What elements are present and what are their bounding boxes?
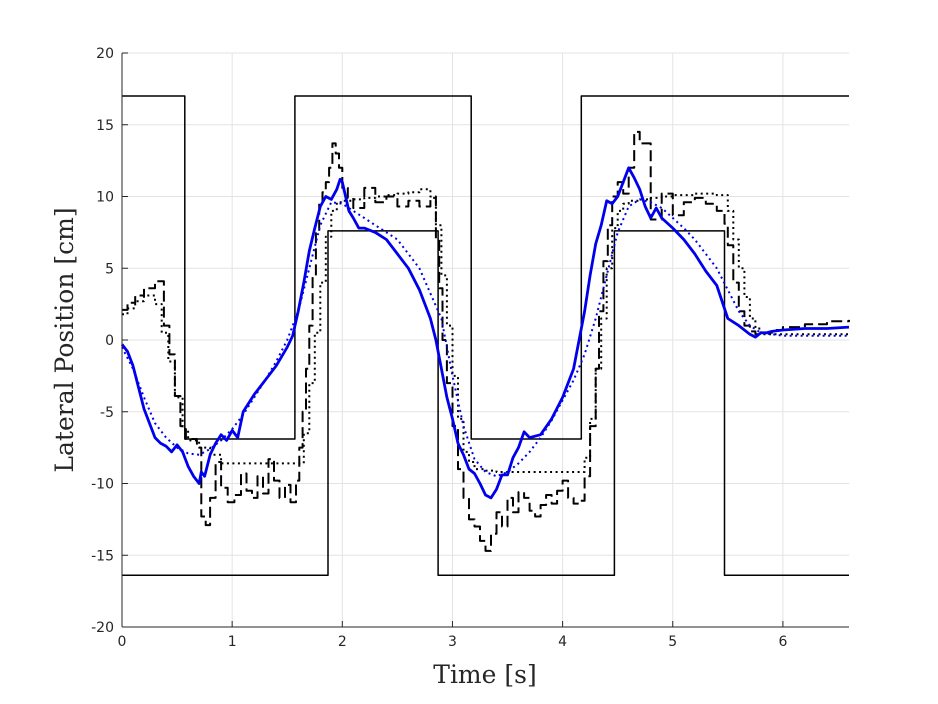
y-tick-label: 20 [96,46,114,62]
y-tick-label: 10 [96,190,114,206]
y-axis-title: Lateral Position [cm] [50,207,79,472]
x-tick-label: 5 [668,634,677,650]
axes [121,52,849,628]
y-tick-labels: -20 -15 -10 -5 0 5 10 15 20 [91,46,114,636]
y-tick-label: 15 [96,118,114,134]
x-axis-title: Time [s] [433,660,536,689]
x-tick-label: 4 [558,634,567,650]
x-tick-label: 1 [228,634,237,650]
y-tick-label: -15 [91,548,114,564]
y-tick-label: 5 [105,261,114,277]
y-tick-label: 0 [105,333,114,349]
x-tick-label: 2 [338,634,347,650]
x-tick-label: 0 [118,634,127,650]
x-tick-label: 3 [448,634,457,650]
x-tick-label: 6 [778,634,787,650]
y-tick-label: -10 [91,477,114,493]
series-line-6-dotted [121,198,849,478]
data-series [120,95,850,577]
y-tick-label: -20 [91,620,114,636]
series-line-3-dashed [122,130,850,552]
x-tick-labels: 0 1 2 3 4 5 6 [118,634,788,650]
series-line-5-solid [120,166,850,500]
series-line-2-solid [122,230,849,577]
series-line-1-solid [122,95,849,440]
y-tick-label: -5 [100,405,114,421]
